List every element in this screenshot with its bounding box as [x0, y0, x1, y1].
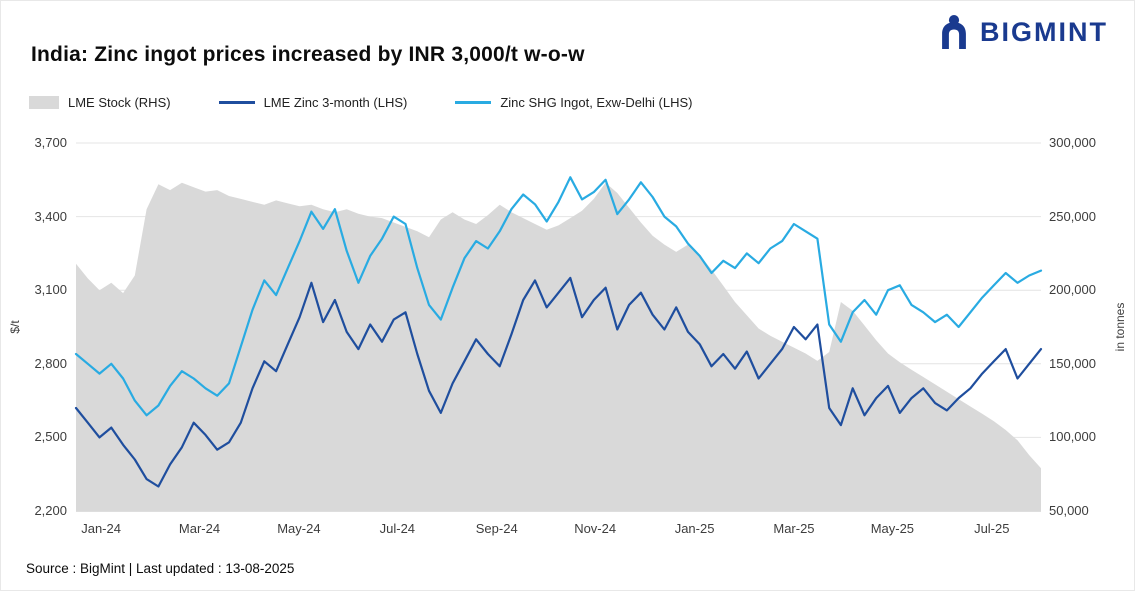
legend-item-lme-zinc: LME Zinc 3-month (LHS) — [218, 95, 408, 110]
lhs-tick-label: 2,500 — [34, 429, 67, 445]
brand-name: BIGMINT — [980, 16, 1108, 47]
plot-area — [74, 142, 1043, 512]
rhs-tick-label: 250,000 — [1049, 208, 1096, 224]
lme-stock-area-swatch — [29, 96, 59, 109]
chart-title: India: Zinc ingot prices increased by IN… — [31, 43, 585, 66]
source-note: Source : BigMint | Last updated : 13-08-… — [26, 561, 295, 576]
x-tick-label: May-25 — [870, 521, 915, 536]
legend-item-lme-stock: LME Stock (RHS) — [29, 95, 171, 110]
lhs-tick-label: 3,700 — [34, 135, 67, 150]
rhs-tick-label: 100,000 — [1049, 429, 1096, 445]
chart-legend: LME Stock (RHS) LME Zinc 3-month (LHS) Z… — [29, 95, 693, 110]
x-axis: Jan-24 Mar-24 May-24 Jul-24 Sep-24 Nov-24 Jan-… — [76, 521, 1041, 541]
x-tick-label: Jul-25 — [974, 521, 1010, 536]
legend-label-lme-stock: LME Stock (RHS) — [68, 95, 171, 110]
x-tick-label: Nov-24 — [574, 521, 617, 536]
x-tick-label: Jul-24 — [379, 521, 416, 536]
y-axis-right: 300,000 250,000 200,000 150,000 100,000 50,00… — [1049, 135, 1129, 518]
lhs-tick-label: 2,200 — [34, 503, 67, 518]
plot-canvas — [74, 142, 1043, 512]
lme-zinc-line-swatch — [218, 101, 255, 104]
x-tick-label: Jan-24 — [81, 521, 121, 536]
rhs-tick-label: 50,000 — [1049, 503, 1089, 518]
brand-logo: BIGMINT — [937, 13, 1108, 51]
rhs-tick-label: 200,000 — [1049, 282, 1096, 298]
legend-item-shg-ingot: Zinc SHG Ingot, Exw-Delhi (LHS) — [455, 95, 693, 110]
shg-ingot-line-swatch — [455, 101, 492, 104]
y-axis-left: 3,700 3,400 3,100 2,800 2,500 2,200 — [1, 135, 67, 518]
legend-label-shg-ingot: Zinc SHG Ingot, Exw-Delhi (LHS) — [500, 95, 693, 110]
rhs-tick-label: 300,000 — [1049, 135, 1096, 150]
x-tick-label: May-24 — [277, 521, 321, 536]
bigmint-logo-icon — [942, 15, 966, 49]
lhs-tick-label: 2,800 — [34, 355, 67, 371]
lhs-tick-label: 3,400 — [34, 208, 67, 224]
legend-label-lme-zinc: LME Zinc 3-month (LHS) — [263, 95, 408, 110]
x-tick-label: Mar-24 — [178, 521, 221, 536]
lhs-tick-label: 3,100 — [34, 282, 67, 298]
x-tick-label: Sep-24 — [475, 521, 518, 536]
rhs-tick-label: 150,000 — [1049, 355, 1096, 371]
x-tick-label: Mar-25 — [773, 521, 815, 536]
x-tick-label: Jan-25 — [674, 521, 715, 536]
